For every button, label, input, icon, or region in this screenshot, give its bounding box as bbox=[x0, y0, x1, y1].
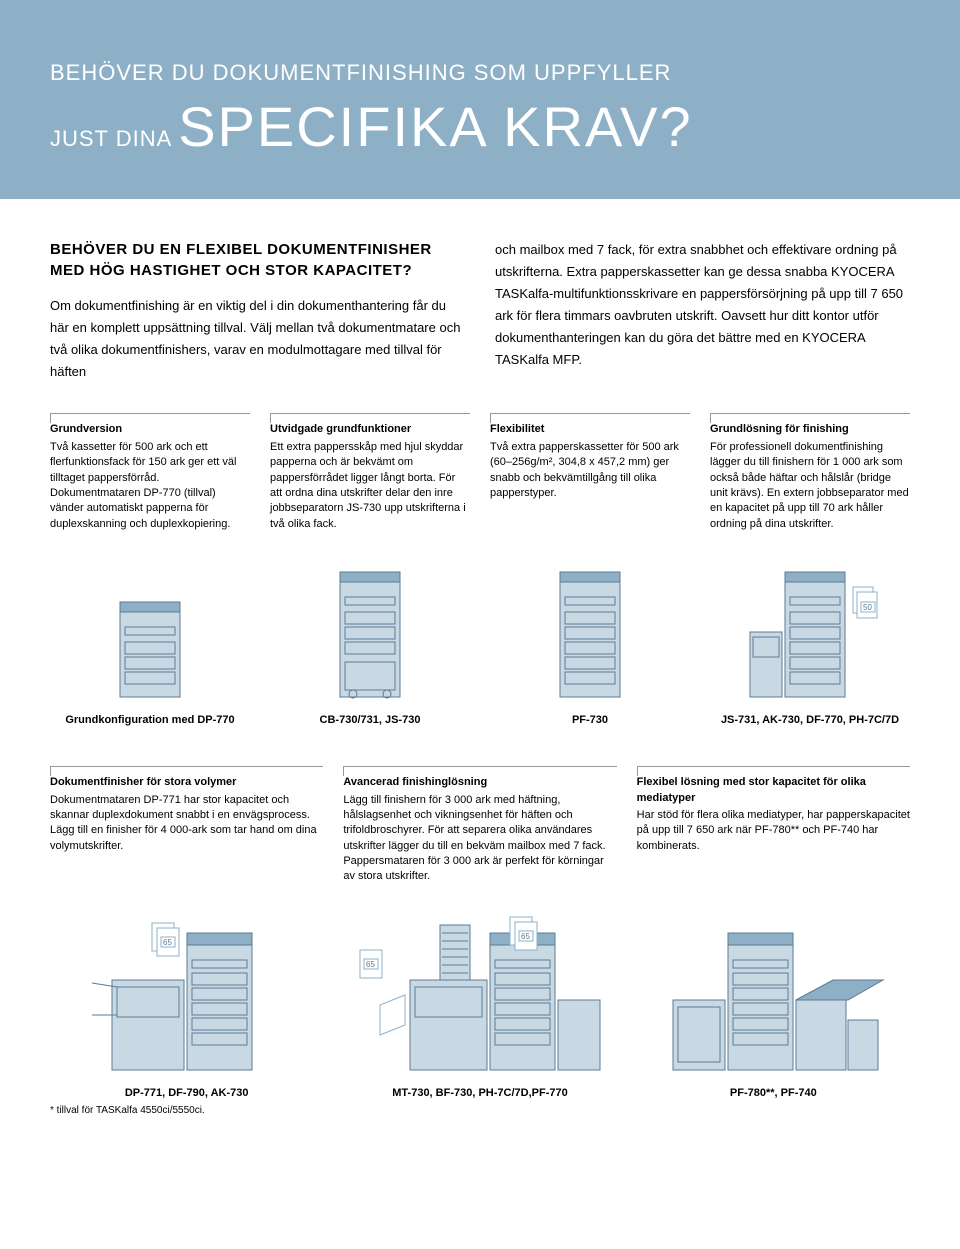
caption: MT-730, BF-730, PH-7C/7D,PF-770 bbox=[343, 1087, 616, 1099]
intro-right-body: och mailbox med 7 fack, för extra snabbh… bbox=[495, 239, 910, 372]
feature-body: Dokumentmataren DP-771 har stor kapacite… bbox=[50, 793, 323, 855]
feature-title: Grundlösning för finishing bbox=[710, 422, 910, 437]
caption: PF-780**, PF-740 bbox=[637, 1087, 910, 1099]
footnote: * tillval för TASKalfa 4550ci/5550ci. bbox=[0, 1105, 960, 1146]
printer-illustration-1 bbox=[270, 552, 470, 702]
intro-section: BEHÖVER DU EN FLEXIBEL DOKUMENTFINISHER … bbox=[0, 199, 960, 403]
intro-right-col: och mailbox med 7 fack, för extra snabbh… bbox=[495, 239, 910, 383]
printer-illustration-0 bbox=[50, 552, 250, 702]
badge-text: 50 bbox=[863, 603, 872, 612]
feature-body: Har stöd för flera olika mediatyper, har… bbox=[637, 808, 910, 854]
printer-illustration-3: 50 bbox=[710, 552, 910, 702]
hero-line1: BEHÖVER DU DOKUMENTFINISHING SOM UPPFYLL… bbox=[50, 60, 910, 86]
printer-row-bottom: 65 65 bbox=[0, 885, 960, 1083]
feature-col-1: Utvidgade grundfunktioner Ett extra papp… bbox=[270, 413, 470, 532]
feature-title: Utvidgade grundfunktioner bbox=[270, 422, 470, 437]
feature-body: För professionell dokumentfinishing lägg… bbox=[710, 440, 910, 532]
intro-left-body: Om dokumentfinishing är en viktig del i … bbox=[50, 295, 465, 383]
printer-icon bbox=[105, 592, 195, 702]
feature-body: Ett extra pappersskåp med hjul skyddar p… bbox=[270, 440, 470, 532]
printer-icon bbox=[658, 915, 888, 1075]
feature-title: Dokumentfinisher för stora volymer bbox=[50, 775, 323, 790]
feature-title: Flexibel lösning med stor kapacitet för … bbox=[637, 775, 910, 806]
printer-icon bbox=[545, 562, 635, 702]
printer-icon: 65 65 bbox=[350, 915, 610, 1075]
printer-illustration-2 bbox=[490, 552, 690, 702]
printer-icon bbox=[325, 562, 415, 702]
caption-row-top: Grundkonfiguration med DP-770 CB-730/731… bbox=[0, 710, 960, 756]
caption: DP-771, DF-790, AK-730 bbox=[50, 1087, 323, 1099]
intro-left-col: BEHÖVER DU EN FLEXIBEL DOKUMENTFINISHER … bbox=[50, 239, 465, 383]
feature-col-b2: Flexibel lösning med stor kapacitet för … bbox=[637, 766, 910, 885]
caption: PF-730 bbox=[490, 714, 690, 726]
hero-line2-big: SPECIFIKA KRAV? bbox=[178, 95, 692, 158]
intro-subhead: BEHÖVER DU EN FLEXIBEL DOKUMENTFINISHER … bbox=[50, 239, 465, 281]
printer-icon: 50 bbox=[735, 562, 885, 702]
feature-body: Lägg till finishern för 3 000 ark med hä… bbox=[343, 793, 616, 885]
hero-banner: BEHÖVER DU DOKUMENTFINISHING SOM UPPFYLL… bbox=[0, 0, 960, 199]
feature-title: Avancerad finishinglösning bbox=[343, 775, 616, 790]
printer-illustration-b2 bbox=[637, 905, 910, 1075]
features-top-row: Grundversion Två kassetter för 500 ark o… bbox=[0, 403, 960, 532]
hero-line2: JUST DINA SPECIFIKA KRAV? bbox=[50, 94, 910, 159]
caption: CB-730/731, JS-730 bbox=[270, 714, 470, 726]
feature-body: Två extra papperskassetter för 500 ark (… bbox=[490, 440, 690, 502]
printer-icon: 65 bbox=[77, 915, 297, 1075]
feature-body: Två kassetter för 500 ark och ett flerfu… bbox=[50, 440, 250, 532]
printer-row-top: 50 bbox=[0, 532, 960, 710]
caption-row-bottom: DP-771, DF-790, AK-730 MT-730, BF-730, P… bbox=[0, 1083, 960, 1105]
feature-title: Flexibilitet bbox=[490, 422, 690, 437]
feature-col-3: Grundlösning för finishing För professio… bbox=[710, 413, 910, 532]
caption: JS-731, AK-730, DF-770, PH-7C/7D bbox=[710, 714, 910, 726]
hero-line2-pre: JUST DINA bbox=[50, 126, 178, 151]
feature-col-b0: Dokumentfinisher för stora volymer Dokum… bbox=[50, 766, 323, 885]
feature-title: Grundversion bbox=[50, 422, 250, 437]
feature-col-b1: Avancerad finishinglösning Lägg till fin… bbox=[343, 766, 616, 885]
features-bottom-row: Dokumentfinisher för stora volymer Dokum… bbox=[0, 756, 960, 885]
printer-illustration-b0: 65 bbox=[50, 905, 323, 1075]
badge-text: 65 bbox=[366, 960, 375, 969]
caption: Grundkonfiguration med DP-770 bbox=[50, 714, 250, 726]
feature-col-0: Grundversion Två kassetter för 500 ark o… bbox=[50, 413, 250, 532]
badge-text: 65 bbox=[163, 938, 172, 947]
feature-col-2: Flexibilitet Två extra papperskassetter … bbox=[490, 413, 690, 532]
printer-illustration-b1: 65 65 bbox=[343, 905, 616, 1075]
badge-text: 65 bbox=[521, 932, 530, 941]
